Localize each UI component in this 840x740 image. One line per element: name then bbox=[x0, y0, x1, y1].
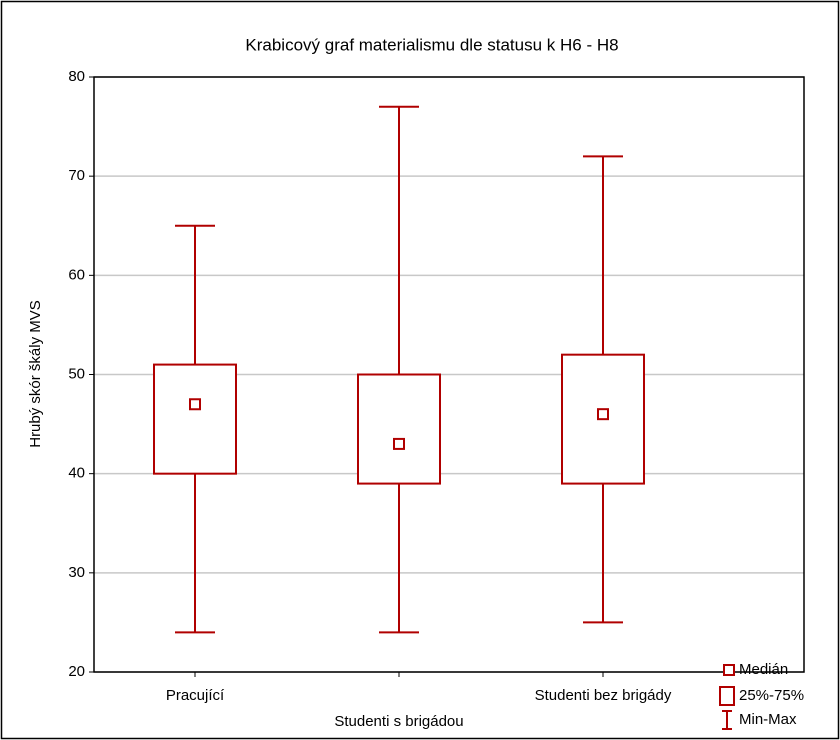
y-tick-label: 60 bbox=[68, 266, 85, 283]
median-marker bbox=[189, 398, 201, 411]
box bbox=[561, 353, 645, 485]
median-marker bbox=[597, 408, 609, 421]
y-tick-label: 70 bbox=[68, 167, 85, 184]
y-tick-label: 20 bbox=[68, 663, 85, 680]
legend-label: 25%-75% bbox=[739, 687, 804, 704]
chart-title: Krabicový graf materialismu dle statusu … bbox=[245, 35, 618, 54]
y-tick-label: 40 bbox=[68, 465, 85, 482]
y-tick-label: 80 bbox=[68, 68, 85, 85]
x-tick-label: Studenti bez brigády bbox=[535, 687, 672, 704]
legend-label: Medián bbox=[739, 661, 788, 678]
box bbox=[357, 373, 441, 485]
x-tick-label: Pracující bbox=[166, 687, 225, 704]
box bbox=[153, 363, 237, 475]
x-tick-label: Studenti s brigádou bbox=[334, 713, 463, 730]
y-tick-label: 50 bbox=[68, 365, 85, 382]
y-axis-label: Hrubý skór škály MVS bbox=[27, 300, 44, 448]
y-tick-label: 30 bbox=[68, 564, 85, 581]
legend-label: Min-Max bbox=[739, 711, 797, 728]
legend-box-icon bbox=[719, 686, 735, 706]
median-marker bbox=[393, 437, 405, 450]
plot-area bbox=[93, 76, 805, 673]
legend-median-icon bbox=[723, 664, 735, 676]
